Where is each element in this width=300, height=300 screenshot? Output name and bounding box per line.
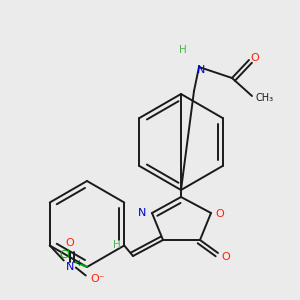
Text: O⁻: O⁻ xyxy=(90,274,105,284)
Text: O: O xyxy=(65,238,74,248)
Text: N: N xyxy=(138,208,146,218)
Text: H: H xyxy=(179,45,187,55)
Text: O: O xyxy=(222,252,230,262)
Text: O: O xyxy=(250,53,260,63)
Text: Cl: Cl xyxy=(60,250,70,260)
Text: H: H xyxy=(113,240,121,250)
Text: O: O xyxy=(216,209,224,219)
Text: N: N xyxy=(197,65,205,75)
Text: N: N xyxy=(66,262,74,272)
Text: +: + xyxy=(76,259,82,268)
Text: CH₃: CH₃ xyxy=(256,93,274,103)
